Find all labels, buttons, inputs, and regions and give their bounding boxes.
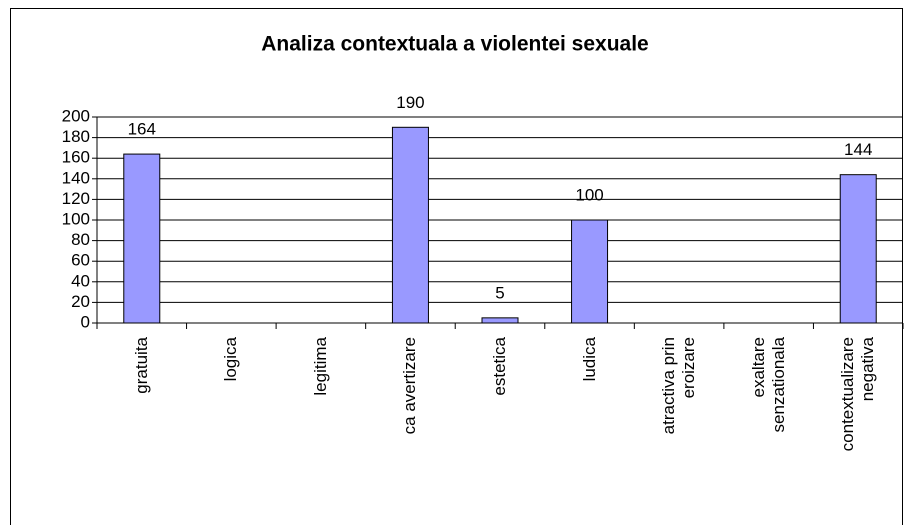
data-label: 100 [575, 185, 603, 204]
x-tick-label: gratuita [131, 337, 151, 394]
y-tick-label: 20 [71, 292, 90, 311]
y-tick-label: 160 [62, 148, 90, 167]
bar [391, 126, 429, 324]
y-tick-label: 80 [71, 230, 90, 249]
y-tick-label: 60 [71, 251, 90, 270]
data-label: 144 [844, 140, 872, 159]
y-tick-label: 40 [71, 271, 90, 290]
y-tick-label: 120 [62, 189, 90, 208]
y-tick-label: 200 [62, 106, 90, 125]
y-tick-label: 140 [62, 168, 90, 187]
y-tick-label: 100 [62, 209, 90, 228]
x-tick-label: legitima [310, 337, 330, 396]
chart-title: Analiza contextuala a violentei sexuale [261, 33, 649, 56]
bar [571, 219, 609, 324]
x-tick-label: ca avertizare [400, 337, 420, 435]
x-tick-label: estetica [490, 337, 509, 396]
x-tick-label: exaltare senzationala [748, 337, 788, 433]
bar [481, 317, 519, 324]
data-label: 5 [495, 283, 504, 302]
data-label: 190 [396, 93, 424, 112]
y-tick-label: 180 [62, 127, 90, 146]
x-tick-label: ludica [579, 337, 599, 382]
data-label: 164 [128, 120, 156, 139]
x-tick-label: contextualizare negativa [838, 337, 878, 452]
y-tick-label: 0 [81, 312, 90, 331]
x-tick-label: logica [221, 337, 241, 382]
x-tick-label: atractiva prin eroizare [659, 337, 699, 435]
bar [123, 153, 161, 324]
bar [839, 174, 877, 324]
